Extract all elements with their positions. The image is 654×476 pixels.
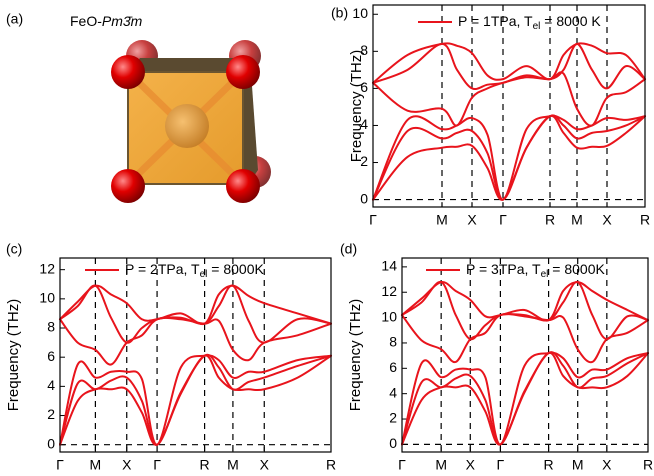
x-tick-label: M	[572, 457, 584, 473]
o-atom	[111, 55, 145, 89]
o-atom	[226, 169, 260, 203]
y-axis-label: Frequency (THz)	[5, 299, 22, 412]
legend-label: P = 1TPa, Tel = 8000 K	[458, 13, 601, 32]
y-tick-label: 4	[47, 377, 55, 393]
x-tick-label: Γ	[497, 457, 505, 473]
panel-label: (d)	[340, 241, 357, 257]
x-tick-label: Γ	[398, 457, 406, 473]
y-tick-label: 0	[389, 435, 397, 451]
phonon-branch	[59, 316, 332, 366]
plot-frame	[401, 257, 649, 453]
x-tick-label: X	[466, 457, 476, 473]
y-tick-label: 0	[360, 190, 368, 206]
legend-tail: = 8000K	[548, 261, 605, 277]
x-tick-label: Γ	[369, 212, 377, 228]
legend-label: P = 2TPa, Tel = 8000K	[125, 261, 264, 280]
phonon-panel: (c) Frequency (THz) 0 2 4 6 8 10 12 Γ M X Γ R M X R P = 2…	[5, 241, 336, 473]
phonon-branch	[59, 354, 332, 446]
legend-label: P = 3TPa, Tel = 8000K	[466, 261, 605, 280]
y-tick-label: 8	[389, 334, 397, 350]
x-tick-label: X	[467, 212, 477, 228]
phonon-branch	[59, 353, 332, 446]
y-tick-label: 10	[381, 308, 397, 324]
plot-frame	[59, 257, 332, 453]
phonon-branch	[401, 351, 649, 446]
phonon-branch	[372, 42, 646, 90]
x-tick-label: R	[640, 212, 650, 228]
legend-sub: el	[541, 269, 549, 280]
y-tick-label: 6	[47, 348, 55, 364]
y-tick-label: 0	[47, 435, 55, 451]
x-tick-label: M	[436, 212, 448, 228]
y-tick-label: 4	[389, 384, 397, 400]
legend-sub: el	[200, 269, 208, 280]
panel-label: (b)	[331, 5, 348, 21]
phonon-branch	[372, 114, 646, 201]
y-tick-label: 10	[39, 290, 55, 306]
x-tick-label: X	[602, 212, 612, 228]
y-tick-label: 12	[39, 260, 55, 276]
x-tick-label: X	[602, 457, 612, 473]
legend-sub: el	[533, 21, 541, 32]
phonon-branch	[401, 312, 649, 364]
o-atom	[111, 169, 145, 203]
phonon-branch	[59, 284, 332, 344]
y-axis-label: Frequency (THz)	[348, 50, 365, 163]
phonon-branch	[59, 284, 332, 326]
phonon-branch	[372, 42, 646, 84]
phonon-branch	[401, 280, 649, 322]
phonon-branch	[372, 114, 646, 201]
x-tick-label: M	[90, 457, 102, 473]
y-tick-label: 6	[360, 79, 368, 95]
space-group: Pm3̄m	[102, 13, 143, 29]
structure-title: FeO-Pm3̄m	[70, 13, 143, 29]
y-tick-label: 10	[352, 5, 368, 21]
y-tick-label: 4	[360, 116, 368, 132]
x-tick-label: M	[571, 212, 583, 228]
x-tick-label: R	[200, 457, 210, 473]
y-tick-label: 2	[47, 406, 55, 422]
x-tick-label: R	[545, 212, 555, 228]
y-tick-label: 12	[381, 283, 397, 299]
legend-text: P = 1TPa, T	[458, 13, 533, 29]
structure-panel: (a) FeO-Pm3̄m	[6, 11, 271, 203]
y-axis-label: Frequency (THz)	[347, 299, 364, 412]
x-tick-label: Γ	[56, 457, 64, 473]
y-tick-label: 14	[381, 258, 397, 274]
legend-text: P = 3TPa, T	[466, 261, 541, 277]
fe-atom	[165, 104, 209, 148]
phonon-branch	[401, 281, 649, 341]
phonon-branch	[372, 71, 646, 127]
y-tick-label: 6	[389, 359, 397, 375]
x-tick-label: R	[544, 457, 554, 473]
phonon-panel: (d) Frequency (THz) 0 2 4 6 8 10 12 14 Γ M X Γ R M X R P =…	[340, 241, 653, 473]
x-tick-label: Γ	[153, 457, 161, 473]
y-tick-label: 2	[389, 410, 397, 426]
legend-text: P = 2TPa, T	[125, 261, 200, 277]
o-atom	[226, 55, 260, 89]
formula: FeO-	[70, 13, 102, 29]
x-tick-label: M	[227, 457, 239, 473]
y-tick-label: 8	[47, 319, 55, 335]
y-tick-label: 2	[360, 153, 368, 169]
x-tick-label: X	[122, 457, 132, 473]
x-tick-label: M	[435, 457, 447, 473]
y-tick-label: 8	[360, 42, 368, 58]
legend-tail: = 8000 K	[540, 13, 601, 29]
x-tick-label: R	[643, 457, 653, 473]
panel-label: (c)	[6, 241, 22, 257]
panel-label: (a)	[6, 11, 23, 27]
x-tick-label: R	[326, 457, 336, 473]
x-tick-label: Γ	[499, 212, 507, 228]
x-tick-label: X	[260, 457, 270, 473]
phonon-branch	[401, 351, 649, 446]
legend-tail: = 8000K	[207, 261, 264, 277]
plot-frame	[372, 4, 646, 208]
